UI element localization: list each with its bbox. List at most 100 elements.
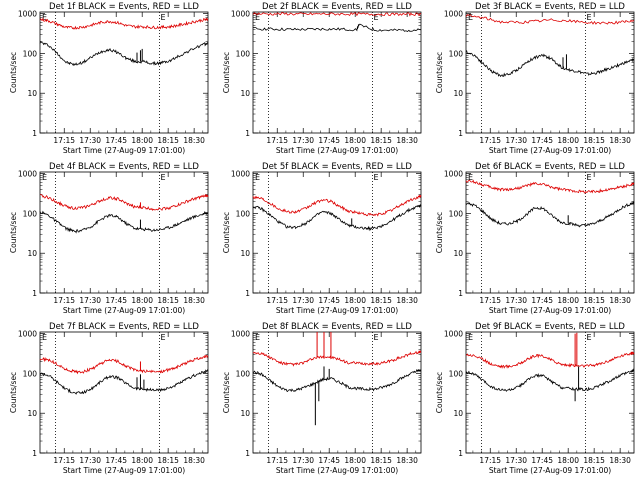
series-line-events [252,369,422,393]
x-tick-label: 18:00 [131,136,153,145]
y-tick-label: 100 [449,49,464,58]
x-tick-label: 17:30 [505,456,527,465]
corner-mark-right: E [587,13,592,22]
corner-mark-left: E [468,173,473,182]
y-tick-label: 100 [236,209,251,218]
y-tick-label: 1 [32,289,37,298]
y-tick-label: 100 [449,369,464,378]
y-axis-label: Counts/sec [9,52,18,93]
y-tick-label: 10 [453,89,463,98]
x-tick-label: 17:30 [292,296,314,305]
y-tick-label: 10 [240,89,250,98]
x-tick-label: 18:30 [396,296,418,305]
x-axis-label: Start Time (27-Aug-09 17:01:00) [276,306,398,315]
series-line-events [39,210,209,234]
corner-mark-left: E [42,13,47,22]
x-tick-label: 18:00 [557,136,579,145]
y-tick-label: 1 [32,449,37,458]
corner-mark-right: E [374,173,379,182]
corner-mark-right: E [587,333,592,342]
x-tick-label: 17:30 [79,456,101,465]
x-tick-label: 17:45 [318,136,340,145]
plot-frame [465,11,635,134]
y-tick-label: 1 [245,449,250,458]
panel-title: Det 8f BLACK = Events, RED = LLD [262,322,412,332]
x-tick-label: 17:15 [479,136,501,145]
x-tick-label: 18:15 [583,296,605,305]
panel-title: Det 2f BLACK = Events, RED = LLD [262,2,412,12]
x-tick-label: 18:15 [583,136,605,145]
x-tick-label: 17:30 [292,456,314,465]
y-tick-label: 100 [23,209,38,218]
corner-mark-right: E [374,13,379,22]
panel-title: Det 7f BLACK = Events, RED = LLD [49,322,199,332]
series-line-events [465,368,635,392]
series-line-lld [465,179,635,194]
x-tick-label: 18:30 [183,296,205,305]
plot-frame [465,171,635,294]
y-tick-label: 10 [27,409,37,418]
x-tick-label: 18:15 [370,456,392,465]
corner-mark-left: E [255,13,260,22]
panel-title: Det 4f BLACK = Events, RED = LLD [49,162,199,172]
x-tick-label: 17:15 [53,296,75,305]
y-axis-label: Counts/sec [222,372,231,413]
series-line-events [465,50,635,78]
series-line-events [465,201,635,228]
x-tick-label: 18:00 [131,456,153,465]
x-tick-label: 18:00 [557,456,579,465]
y-tick-label: 100 [23,49,38,58]
x-tick-label: 17:15 [479,296,501,305]
x-axis-label: Start Time (27-Aug-09 17:01:00) [489,146,611,155]
x-axis-label: Start Time (27-Aug-09 17:01:00) [489,466,611,475]
x-tick-label: 17:15 [266,136,288,145]
x-tick-label: 17:45 [105,456,127,465]
x-tick-label: 17:15 [266,456,288,465]
x-tick-label: 18:00 [344,136,366,145]
series-line-lld [252,350,422,367]
x-axis-label: Start Time (27-Aug-09 17:01:00) [63,306,185,315]
x-tick-label: 17:30 [292,136,314,145]
x-axis-label: Start Time (27-Aug-09 17:01:00) [276,146,398,155]
series-line-lld [465,14,635,25]
series-line-lld [465,351,635,369]
x-tick-label: 18:30 [609,136,631,145]
corner-mark-right: E [587,173,592,182]
panel-title: Det 1f BLACK = Events, RED = LLD [49,2,199,12]
panel-title: Det 6f BLACK = Events, RED = LLD [475,162,625,172]
y-tick-label: 1000 [231,330,250,339]
x-tick-label: 18:00 [557,296,579,305]
x-tick-label: 18:15 [370,296,392,305]
x-tick-label: 17:15 [53,136,75,145]
x-axis-label: Start Time (27-Aug-09 17:01:00) [63,146,185,155]
y-tick-label: 1000 [18,10,37,19]
y-tick-label: 10 [240,249,250,258]
corner-mark-left: E [468,13,473,22]
y-tick-label: 100 [236,49,251,58]
series-line-lld [39,354,209,375]
corner-mark-left: E [468,333,473,342]
x-tick-label: 17:45 [531,136,553,145]
y-tick-label: 1000 [444,330,463,339]
y-axis-label: Counts/sec [222,212,231,253]
y-tick-label: 1000 [18,330,37,339]
y-axis-label: Counts/sec [435,372,444,413]
x-tick-label: 18:00 [344,296,366,305]
plot-frame [39,331,209,454]
x-tick-label: 18:15 [583,456,605,465]
y-tick-label: 1000 [444,10,463,19]
x-tick-label: 17:15 [479,456,501,465]
plot-frame [252,171,422,294]
x-tick-label: 17:15 [53,456,75,465]
series-line-lld [252,194,422,217]
y-tick-label: 10 [27,89,37,98]
x-axis-label: Start Time (27-Aug-09 17:01:00) [63,466,185,475]
corner-mark-right: E [374,333,379,342]
y-tick-label: 100 [23,369,38,378]
x-tick-label: 17:45 [105,136,127,145]
x-tick-label: 17:30 [79,296,101,305]
